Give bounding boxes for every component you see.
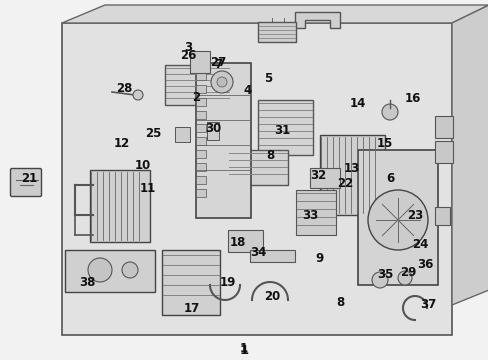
Text: 25: 25 xyxy=(144,126,161,140)
Bar xyxy=(309,168,339,188)
Bar xyxy=(196,85,205,93)
Text: 17: 17 xyxy=(183,302,200,315)
Circle shape xyxy=(371,272,387,288)
Circle shape xyxy=(217,77,226,87)
Text: 10: 10 xyxy=(135,158,151,171)
Bar xyxy=(434,116,452,138)
Text: 27: 27 xyxy=(209,55,225,68)
Text: 20: 20 xyxy=(264,291,280,303)
Text: 18: 18 xyxy=(229,237,245,249)
Text: 6: 6 xyxy=(385,171,393,185)
Text: 21: 21 xyxy=(21,171,37,185)
Bar xyxy=(206,122,219,140)
Text: 2: 2 xyxy=(192,90,200,104)
Bar xyxy=(196,124,205,132)
Text: 8: 8 xyxy=(265,149,274,162)
Circle shape xyxy=(88,258,112,282)
Bar xyxy=(196,111,205,119)
Polygon shape xyxy=(258,22,295,42)
Bar xyxy=(196,163,205,171)
Text: 35: 35 xyxy=(376,269,392,282)
Polygon shape xyxy=(62,5,488,23)
Text: 9: 9 xyxy=(315,252,324,265)
Text: 4: 4 xyxy=(244,84,252,96)
Text: 12: 12 xyxy=(114,136,130,149)
Text: 36: 36 xyxy=(416,258,432,271)
Text: 26: 26 xyxy=(180,49,196,62)
Bar xyxy=(434,207,449,225)
Bar xyxy=(62,23,451,335)
Bar xyxy=(295,190,335,235)
Bar xyxy=(196,98,205,106)
Polygon shape xyxy=(65,250,155,292)
Text: 29: 29 xyxy=(399,266,415,279)
Text: 34: 34 xyxy=(249,247,265,260)
Text: 32: 32 xyxy=(309,168,325,181)
Bar xyxy=(434,141,452,163)
Bar xyxy=(227,150,287,185)
Circle shape xyxy=(381,104,397,120)
Text: 19: 19 xyxy=(220,275,236,288)
Text: 7: 7 xyxy=(214,58,222,71)
Text: 24: 24 xyxy=(411,239,427,252)
Text: 3: 3 xyxy=(183,41,192,54)
FancyBboxPatch shape xyxy=(10,168,41,197)
Bar xyxy=(190,51,209,73)
Text: 16: 16 xyxy=(404,91,420,104)
Text: 8: 8 xyxy=(335,296,344,309)
Bar xyxy=(258,100,312,155)
Text: 11: 11 xyxy=(140,181,156,194)
Bar xyxy=(196,72,205,80)
Text: 22: 22 xyxy=(336,176,352,189)
Text: 33: 33 xyxy=(301,208,318,221)
Polygon shape xyxy=(451,5,488,305)
Bar xyxy=(249,250,294,262)
Text: 30: 30 xyxy=(204,122,221,135)
Text: 37: 37 xyxy=(419,298,435,311)
Bar xyxy=(175,127,190,142)
Bar xyxy=(196,150,205,158)
Circle shape xyxy=(210,71,232,93)
Text: 14: 14 xyxy=(349,96,366,109)
Bar xyxy=(164,65,229,105)
Text: 13: 13 xyxy=(343,162,359,175)
Bar xyxy=(196,189,205,197)
Text: 23: 23 xyxy=(406,208,422,221)
Text: 5: 5 xyxy=(264,72,271,85)
Bar xyxy=(196,63,250,218)
Circle shape xyxy=(122,262,138,278)
Text: 15: 15 xyxy=(376,136,392,149)
Bar xyxy=(162,250,220,315)
Text: 1: 1 xyxy=(239,343,248,356)
Bar xyxy=(357,150,437,285)
Polygon shape xyxy=(294,12,339,28)
Text: 31: 31 xyxy=(273,123,289,136)
Text: 1: 1 xyxy=(240,342,247,355)
Circle shape xyxy=(133,90,142,100)
Bar xyxy=(196,137,205,145)
Text: 28: 28 xyxy=(116,81,132,95)
Bar xyxy=(90,170,150,242)
Circle shape xyxy=(367,190,427,250)
Circle shape xyxy=(397,271,411,285)
Bar xyxy=(319,135,384,215)
Bar xyxy=(227,230,263,252)
Bar xyxy=(196,176,205,184)
Text: 38: 38 xyxy=(79,276,95,289)
